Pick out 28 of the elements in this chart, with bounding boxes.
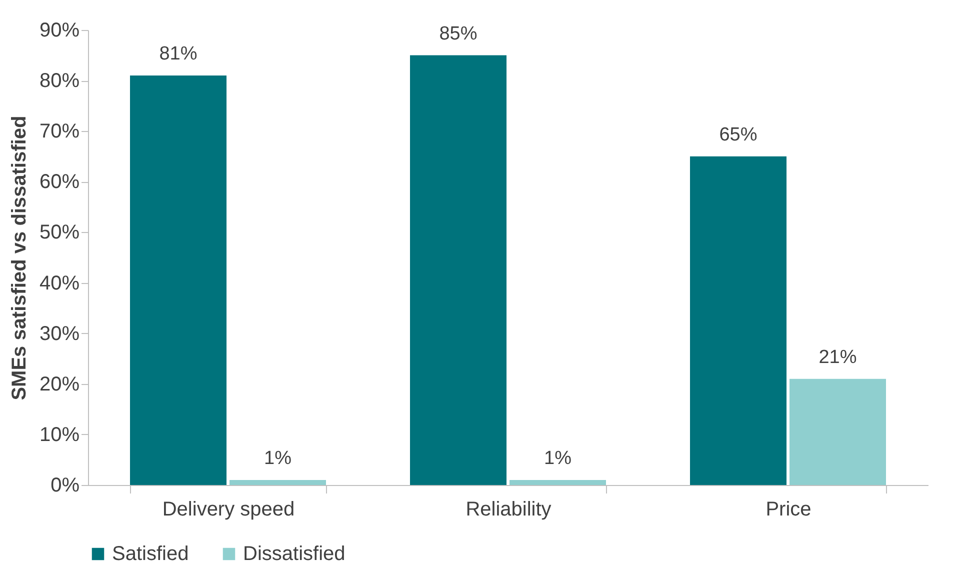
bar bbox=[509, 480, 606, 485]
x-tick-label: Reliability bbox=[466, 498, 552, 520]
bar bbox=[229, 480, 326, 485]
y-tick-label: 70% bbox=[39, 120, 80, 143]
data-label: 21% bbox=[818, 346, 857, 368]
y-tick-label: 20% bbox=[39, 373, 80, 396]
bar bbox=[130, 76, 227, 485]
y-tick-label: 80% bbox=[39, 70, 80, 92]
y-tick-label: 40% bbox=[39, 272, 80, 294]
bar bbox=[410, 55, 507, 485]
data-label: 1% bbox=[544, 448, 572, 469]
legend-label: Dissatisfied bbox=[243, 543, 346, 565]
x-tick-label: Delivery speed bbox=[162, 498, 295, 520]
y-axis-title: SMEs satisfied vs dissatisfied bbox=[8, 116, 30, 400]
data-label: 1% bbox=[264, 448, 292, 469]
y-tick-label: 90% bbox=[39, 20, 80, 42]
y-tick-label: 10% bbox=[39, 424, 80, 446]
legend-label: Satisfied bbox=[112, 543, 189, 565]
y-tick-label: 60% bbox=[39, 171, 80, 194]
bar bbox=[789, 378, 886, 485]
y-tick-label: 30% bbox=[39, 322, 80, 345]
data-label: 81% bbox=[159, 44, 198, 64]
y-tick-label: 0% bbox=[50, 474, 80, 496]
data-label: 65% bbox=[719, 124, 758, 146]
bar bbox=[690, 156, 787, 485]
data-label: 85% bbox=[439, 23, 478, 44]
x-tick-label: Price bbox=[766, 498, 812, 520]
y-tick-label: 50% bbox=[39, 222, 80, 244]
